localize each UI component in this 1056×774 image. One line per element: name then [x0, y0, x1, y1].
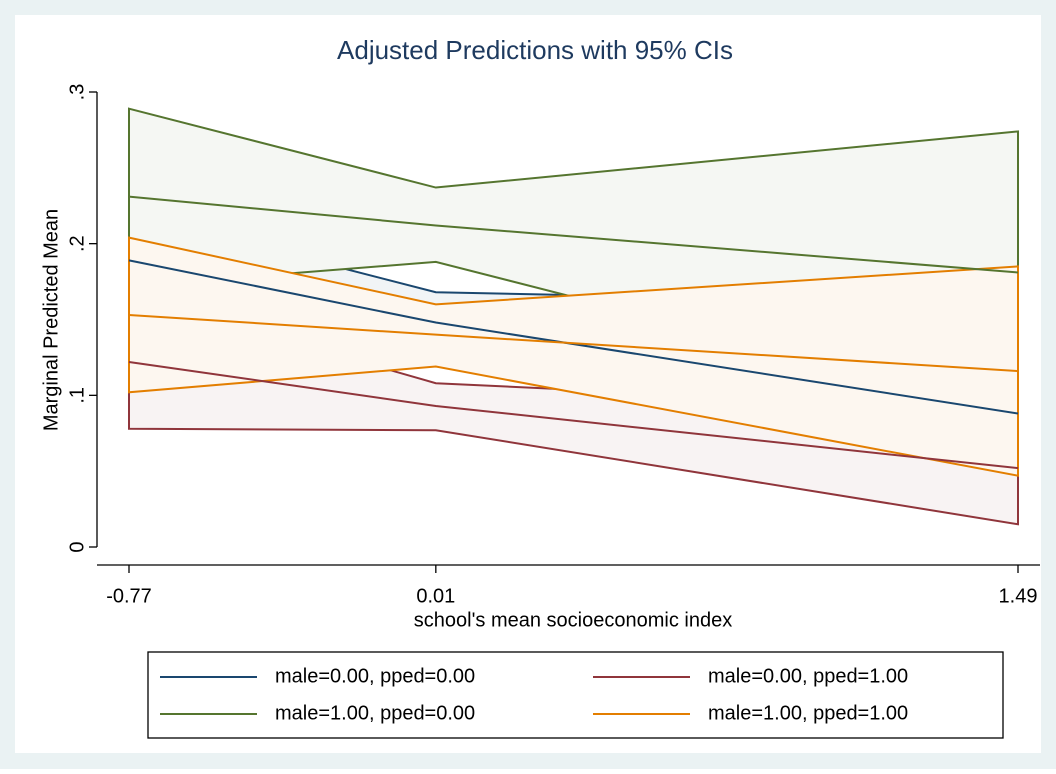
- y-tick-label: .1: [66, 387, 88, 404]
- bands: [128, 107, 1019, 526]
- legend-box: [147, 651, 1004, 739]
- legend-label: male=1.00, pped=0.00: [275, 702, 475, 724]
- series-line: [128, 313, 1019, 373]
- y-tick-label: 0: [66, 541, 88, 552]
- y-axis-label: Marginal Predicted Mean: [40, 209, 62, 431]
- series-line: [128, 259, 1019, 415]
- ci-band: [128, 293, 1019, 526]
- legend: male=0.00, pped=0.00 male=0.00, pped=1.00…: [160, 665, 908, 724]
- legend-label: male=0.00, pped=0.00: [275, 665, 475, 687]
- x-tick-label: -0.77: [106, 585, 152, 607]
- y-tick-label: .2: [66, 235, 88, 252]
- series-line: [128, 195, 1019, 274]
- axes: 0 .1 .2 .3 -0.77 0.01 1.49: [66, 84, 1040, 607]
- series-line: [128, 360, 1019, 470]
- x-tick-label: 1.49: [999, 585, 1038, 607]
- chart-title: Adjusted Predictions with 95% CIs: [337, 35, 733, 65]
- ci-band: [128, 236, 1019, 477]
- lines: [128, 195, 1019, 470]
- legend-label: male=0.00, pped=1.00: [708, 665, 908, 687]
- y-tick-label: .3: [66, 84, 88, 101]
- legend-label: male=1.00, pped=1.00: [708, 702, 908, 724]
- x-tick-label: 0.01: [416, 585, 455, 607]
- x-axis-label: school's mean socioeconomic index: [414, 609, 732, 631]
